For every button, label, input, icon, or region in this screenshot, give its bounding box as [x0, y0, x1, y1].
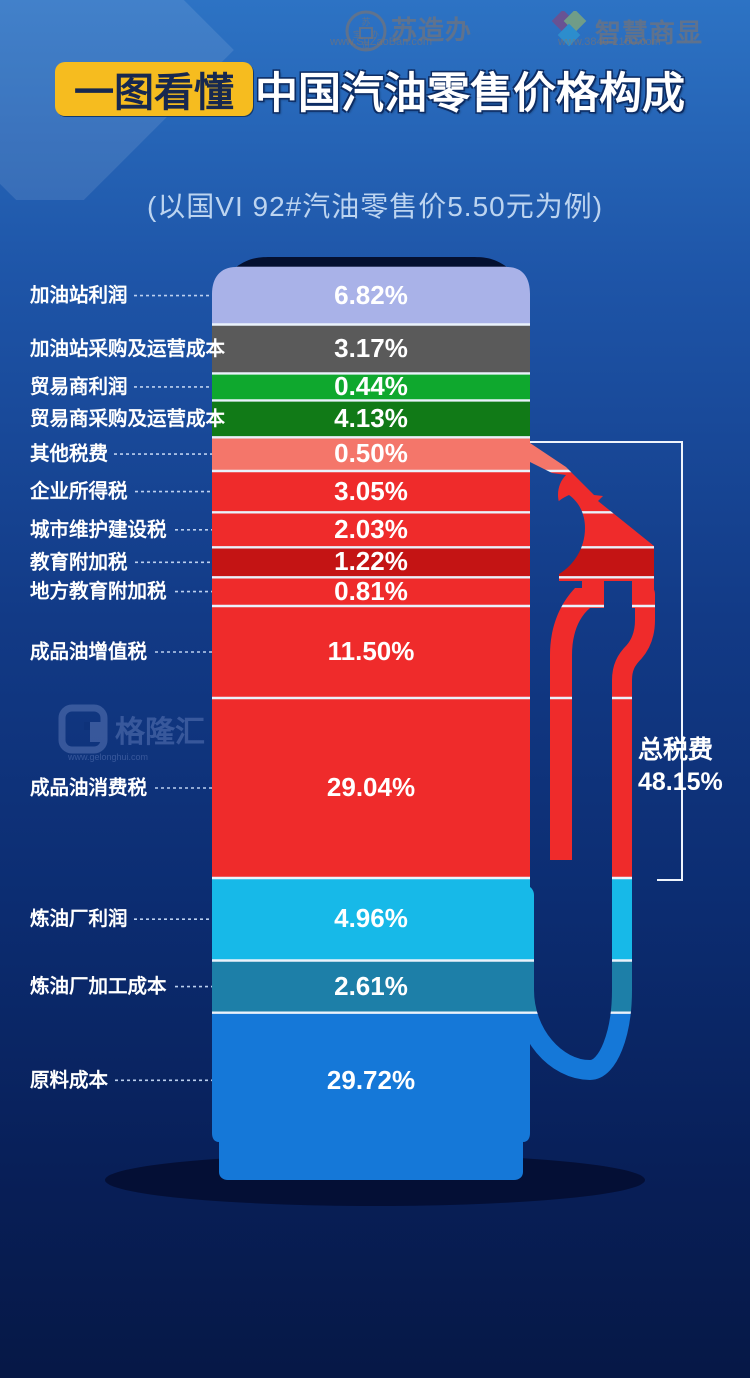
svg-text:11.50%: 11.50%	[328, 636, 415, 666]
svg-text:1.22%: 1.22%	[334, 546, 408, 576]
svg-text:炼油厂利润: 炼油厂利润	[30, 907, 128, 930]
svg-text:成品油增值税: 成品油增值税	[30, 640, 148, 663]
svg-text:3.17%: 3.17%	[334, 333, 408, 363]
svg-text:贸易商采购及运营成本: 贸易商采购及运营成本	[30, 407, 226, 430]
svg-text:4.96%: 4.96%	[334, 903, 408, 933]
svg-text:企业所得税: 企业所得税	[29, 480, 128, 503]
svg-text:2.03%: 2.03%	[334, 514, 408, 544]
svg-text:加油站利润: 加油站利润	[29, 284, 128, 307]
svg-text:0.50%: 0.50%	[334, 438, 408, 468]
svg-text:29.72%: 29.72%	[327, 1065, 415, 1095]
svg-text:其他税费: 其他税费	[30, 442, 108, 465]
svg-text:2.61%: 2.61%	[334, 971, 408, 1001]
svg-text:地方教育附加税: 地方教育附加税	[30, 580, 167, 603]
svg-text:炼油厂加工成本: 炼油厂加工成本	[30, 975, 167, 998]
svg-text:3.05%: 3.05%	[334, 476, 408, 506]
svg-text:贸易商利润: 贸易商利润	[30, 375, 128, 398]
svg-text:成品油消费税: 成品油消费税	[30, 776, 148, 799]
svg-text:0.44%: 0.44%	[334, 371, 408, 401]
svg-text:城市维护建设税: 城市维护建设税	[30, 518, 167, 541]
svg-text:29.04%: 29.04%	[327, 772, 415, 802]
svg-text:加油站采购及运营成本: 加油站采购及运营成本	[29, 337, 226, 360]
svg-text:教育附加税: 教育附加税	[30, 550, 128, 573]
svg-text:原料成本: 原料成本	[30, 1068, 109, 1091]
svg-text:4.13%: 4.13%	[334, 403, 408, 433]
svg-text:0.81%: 0.81%	[334, 576, 408, 606]
svg-text:6.82%: 6.82%	[334, 280, 408, 310]
